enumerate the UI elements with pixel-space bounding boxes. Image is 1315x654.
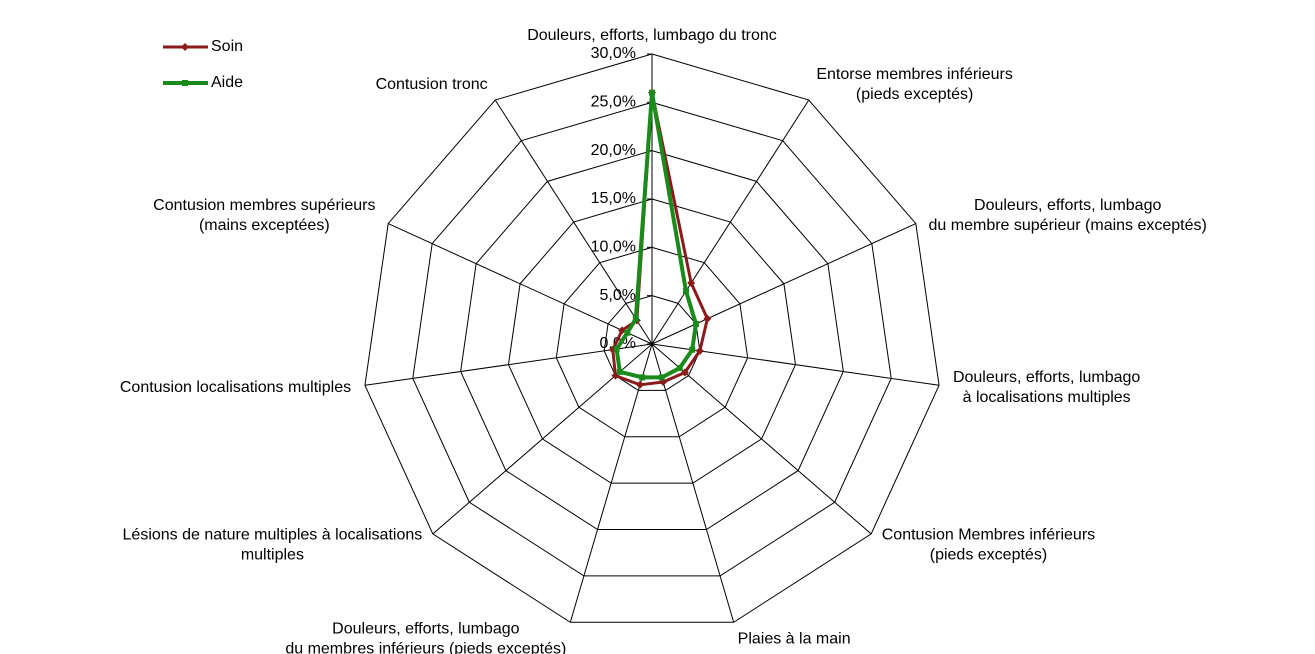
marker [692,320,699,327]
category-label: Douleurs, efforts, lumbago à localisation… [953,369,1140,406]
category-label: Contusion membres supérieurs (mains excep… [153,197,375,234]
category-label: Plaies à la main [738,631,851,648]
marker [613,346,620,353]
spoke [651,343,872,535]
marker [616,368,623,375]
marker [636,380,645,389]
marker [658,374,665,381]
category-label: Contusion tronc [376,76,488,93]
marker [676,365,683,372]
marker [624,329,631,336]
y-tick-label: 30,0% [591,45,636,62]
marker [639,374,646,381]
marker [682,288,689,295]
category-label: Contusion Membres inférieurs (pieds excep… [882,527,1095,564]
category-label: Douleurs, efforts, lumbago du tronc [527,27,777,44]
marker [632,315,639,322]
y-tick-label: 20,0% [591,142,636,159]
grid-ring [555,246,749,438]
marker [618,326,627,335]
spoke [364,343,653,386]
spoke [387,223,653,345]
grid-ring [412,101,892,577]
spoke [494,99,653,345]
legend-label: Soin [211,38,243,55]
y-tick-label: 15,0% [591,190,636,207]
category-label: Douleurs, efforts, lumbago du membre supé… [929,197,1207,234]
y-tick-label: 10,0% [591,239,636,256]
y-tick-label: 25,0% [591,94,636,111]
spoke [651,343,735,623]
grid-ring [364,53,940,623]
grid-ring [460,150,844,531]
y-tick-label: 5,0% [600,287,636,304]
spoke [569,343,653,623]
marker [680,368,689,377]
marker [649,89,655,96]
marker [689,346,696,353]
category-label: Contusion localisations multiples [120,379,351,396]
spoke [651,99,810,345]
marker [182,80,188,86]
marker [703,314,712,323]
grid-ring [507,198,797,484]
marker [687,279,696,288]
marker [695,346,704,355]
category-label: Entorse membres inférieurs (pieds excepté… [816,66,1013,103]
series-line [611,91,709,387]
marker [181,43,189,51]
category-label: Lésions de nature multiples à localisati… [123,527,423,564]
legend-label: Aide [211,74,243,91]
category-label: Douleurs, efforts, lumbago du membres inf… [285,621,566,654]
